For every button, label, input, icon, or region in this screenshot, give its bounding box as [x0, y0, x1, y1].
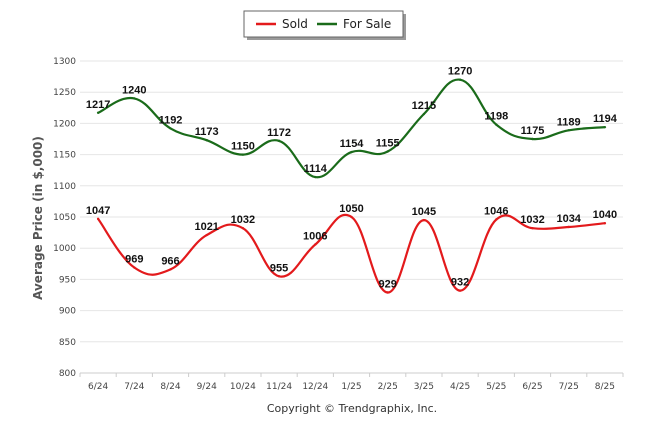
data-point-for-sale	[386, 150, 389, 153]
y-tick-label: 900	[59, 307, 76, 317]
data-label-sold: 1032	[520, 214, 544, 226]
data-point-sold	[531, 227, 534, 230]
y-tick-label: 1250	[53, 88, 76, 98]
data-label-sold: 932	[451, 277, 469, 289]
data-label-for-sale: 1150	[231, 141, 255, 153]
data-point-sold	[133, 266, 136, 269]
y-tick-label: 800	[59, 369, 76, 379]
data-point-sold	[241, 227, 245, 230]
data-point-sold	[567, 225, 570, 229]
y-tick-label: 1150	[53, 151, 76, 161]
x-tick-label: 6/24	[88, 382, 108, 392]
data-label-for-sale: 1114	[304, 163, 328, 175]
data-point-for-sale	[314, 175, 317, 179]
data-point-sold	[169, 268, 172, 271]
x-tick-label: 7/25	[559, 382, 579, 392]
data-point-sold	[96, 217, 100, 221]
data-point-sold	[350, 215, 353, 219]
data-label-sold: 969	[125, 254, 143, 266]
data-label-for-sale: 1198	[484, 111, 508, 123]
y-tick-label: 1200	[53, 119, 76, 129]
x-tick-label: 5/25	[486, 382, 506, 392]
y-axis-title: Average Price (in $,000)	[31, 136, 45, 300]
data-point-for-sale	[603, 125, 607, 129]
x-tick-label: 10/24	[230, 382, 256, 392]
data-label-for-sale: 1270	[448, 66, 472, 78]
data-label-for-sale: 1194	[593, 113, 618, 125]
x-tick-label: 11/24	[266, 382, 292, 392]
copyright-footer: Copyright © Trendgraphix, Inc.	[267, 402, 437, 415]
data-point-for-sale	[495, 123, 498, 126]
data-point-for-sale	[205, 139, 208, 142]
data-point-for-sale	[241, 153, 245, 156]
data-point-sold	[277, 275, 281, 278]
data-label-sold: 955	[270, 262, 288, 274]
data-point-sold	[458, 289, 462, 292]
x-tick-label: 8/25	[595, 382, 615, 392]
x-tick-label: 9/24	[197, 382, 217, 392]
y-tick-label: 950	[59, 275, 76, 285]
x-tick-label: 4/25	[450, 382, 470, 392]
legend-label-for-sale: For Sale	[343, 17, 391, 31]
axes: 800 850 900 950 1000 1050 1100 1150 1200 1250 1300…	[53, 57, 624, 392]
data-label-sold: 929	[379, 279, 397, 291]
data-label-sold: 1034	[556, 213, 581, 225]
y-tick-label: 850	[59, 338, 76, 348]
data-label-for-sale: 1192	[159, 114, 183, 126]
data-point-for-sale	[458, 78, 462, 81]
data-label-sold: 1006	[303, 230, 327, 242]
data-point-for-sale	[277, 139, 281, 143]
data-label-sold: 1047	[86, 205, 110, 217]
data-point-sold	[386, 291, 389, 294]
x-tick-label: 2/25	[378, 382, 398, 392]
data-label-sold: 1032	[231, 214, 255, 226]
data-label-sold: 1040	[593, 209, 617, 221]
data-point-for-sale	[350, 150, 353, 154]
data-label-for-sale: 1172	[267, 127, 291, 139]
data-labels: 1047 969 966 1021 1032 955 1006 1050 929 1045 932 1…	[86, 66, 618, 291]
data-label-for-sale: 1173	[195, 126, 219, 138]
y-tick-label: 1050	[53, 213, 76, 223]
data-point-sold	[314, 243, 317, 246]
data-point-for-sale	[531, 137, 534, 141]
x-tick-label: 12/24	[302, 382, 328, 392]
x-tick-label: 1/25	[341, 382, 361, 392]
data-point-sold	[603, 222, 607, 225]
data-label-for-sale: 1215	[412, 100, 436, 112]
data-label-sold: 1046	[484, 205, 508, 217]
data-label-sold: 1045	[412, 206, 436, 218]
data-point-sold	[422, 218, 426, 222]
legend: Sold For Sale	[243, 10, 406, 40]
data-label-for-sale: 1155	[376, 137, 400, 149]
y-tick-label: 1300	[53, 57, 76, 67]
data-label-for-sale: 1240	[122, 84, 146, 96]
series	[96, 78, 607, 294]
legend-label-sold: Sold	[282, 17, 308, 31]
x-tick-label: 8/24	[160, 382, 180, 392]
data-point-for-sale	[422, 112, 426, 116]
data-point-for-sale	[169, 127, 172, 130]
data-label-for-sale: 1217	[86, 99, 110, 111]
data-label-sold: 1021	[194, 221, 218, 233]
data-point-for-sale	[567, 129, 570, 132]
data-label-for-sale: 1175	[521, 125, 545, 137]
data-point-sold	[205, 233, 208, 237]
data-label-sold: 1050	[339, 203, 363, 215]
data-point-sold	[495, 218, 498, 221]
x-tick-label: 7/24	[124, 382, 144, 392]
data-label-sold: 966	[161, 255, 179, 267]
x-tick-label: 3/25	[414, 382, 434, 392]
x-tick-label: 6/25	[522, 382, 542, 392]
data-label-for-sale: 1189	[557, 116, 581, 128]
y-tick-label: 1000	[53, 244, 76, 254]
data-label-for-sale: 1154	[340, 138, 365, 150]
data-point-for-sale	[96, 111, 100, 114]
series-line-sold	[97, 213, 606, 294]
y-tick-label: 1100	[53, 182, 76, 192]
data-point-for-sale	[133, 97, 136, 100]
